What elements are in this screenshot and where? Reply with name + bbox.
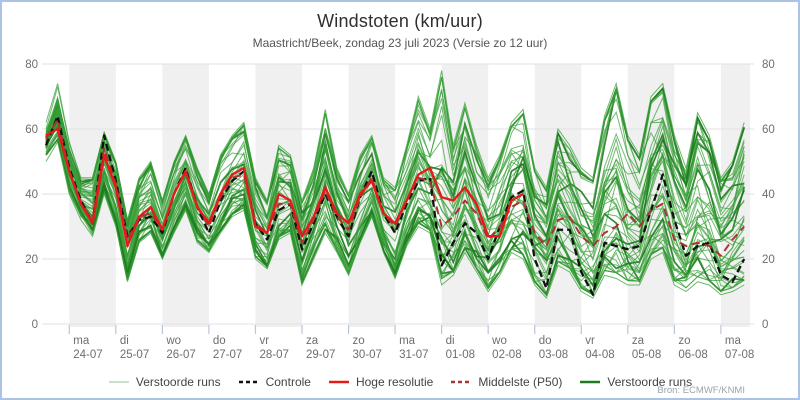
y-tick-label-right: 20 (762, 254, 775, 266)
ensemble-line (45, 100, 745, 282)
control-line (44, 114, 746, 296)
ensemble-line (45, 115, 745, 297)
legend-item: Middelste (P50) (450, 375, 562, 389)
y-tick-label-right: 60 (762, 124, 775, 136)
x-tick-label-date: 05-08 (632, 349, 661, 361)
x-tick-label-date: 30-07 (353, 349, 382, 361)
legend-item: Verstoorde runs (108, 375, 221, 389)
hres-line (45, 127, 524, 248)
ensemble-line (45, 98, 745, 294)
legend-label: Verstoorde runs (135, 375, 221, 389)
ensemble-line (45, 115, 745, 294)
x-tick-label-date: 02-08 (492, 349, 521, 361)
x-tick-label-day: ma (399, 335, 416, 347)
x-tick-label-day: di (446, 335, 455, 347)
x-tick-label-day: za (306, 335, 319, 347)
legend-label: Hoge resolutie (355, 375, 434, 389)
x-tick-label-day: ma (73, 335, 90, 347)
x-tick-label-date: 03-08 (539, 349, 568, 361)
legend-item: Verstoorde runs (579, 375, 692, 389)
x-tick-label-day: wo (165, 335, 181, 347)
chart-subtitle: Maastricht/Beek, zondag 23 juli 2023 (Ve… (252, 36, 548, 50)
y-tick-label-left: 60 (25, 124, 38, 136)
source-attribution: Bron: ECMWF/KNMI (657, 385, 745, 396)
x-tick-label-day: wo (491, 335, 507, 347)
x-tick-label-day: zo (353, 335, 365, 347)
x-tick-label-date: 24-07 (73, 349, 102, 361)
ensemble-line (45, 108, 745, 296)
ensemble-min-line (45, 140, 745, 299)
chart-title: Windstoten (km/uur) (317, 11, 483, 31)
legend-item: Hoge resolutie (328, 375, 433, 389)
legend-swatch-line (108, 381, 129, 383)
legend-swatch-line (328, 380, 349, 384)
y-tick-label-left: 0 (32, 319, 38, 331)
x-tick-label-day: ma (725, 335, 742, 347)
y-tick-label-right: 0 (762, 319, 768, 331)
y-tick-label-left: 80 (25, 59, 38, 71)
x-tick-label-day: vr (259, 335, 269, 347)
ensemble-max-line (45, 70, 745, 221)
ensemble-line (45, 134, 745, 296)
x-tick-label-date: 07-08 (725, 349, 754, 361)
ensemble-line (45, 119, 745, 289)
x-tick-label-date: 27-07 (213, 349, 242, 361)
y-tick-label-right: 40 (762, 189, 775, 201)
x-tick-label-day: do (213, 335, 226, 347)
x-tick-label-date: 06-08 (678, 349, 707, 361)
y-tick-label-left: 40 (25, 189, 38, 201)
legend-label: Middelste (P50) (478, 375, 563, 389)
x-tick-label-date: 01-08 (446, 349, 475, 361)
x-tick-label-date: 28-07 (259, 349, 288, 361)
legend-label: Verstoorde runs (607, 375, 693, 389)
x-tick-label-day: zo (678, 335, 690, 347)
legend-label: Controle (265, 375, 311, 389)
chart-legend: Verstoorde runs Controle Hoge resolutie Mid… (2, 375, 798, 389)
x-tick-label-date: 25-07 (120, 349, 149, 361)
x-tick-label-date: 31-07 (399, 349, 428, 361)
legend-swatch-line (238, 380, 259, 384)
x-tick-label-day: di (120, 335, 129, 347)
legend-swatch-line (580, 380, 601, 384)
x-tick-label-day: vr (585, 335, 595, 347)
y-tick-label-right: 80 (762, 59, 775, 71)
legend-item: Controle (238, 375, 311, 389)
x-tick-label-day: do (539, 335, 552, 347)
x-tick-label-date: 04-08 (585, 349, 614, 361)
ensemble-line (45, 131, 745, 296)
x-tick-label-date: 26-07 (166, 349, 195, 361)
x-tick-label-date: 29-07 (306, 349, 335, 361)
y-tick-label-left: 20 (25, 254, 38, 266)
x-tick-label-day: za (632, 335, 645, 347)
legend-swatch-line (451, 380, 472, 384)
